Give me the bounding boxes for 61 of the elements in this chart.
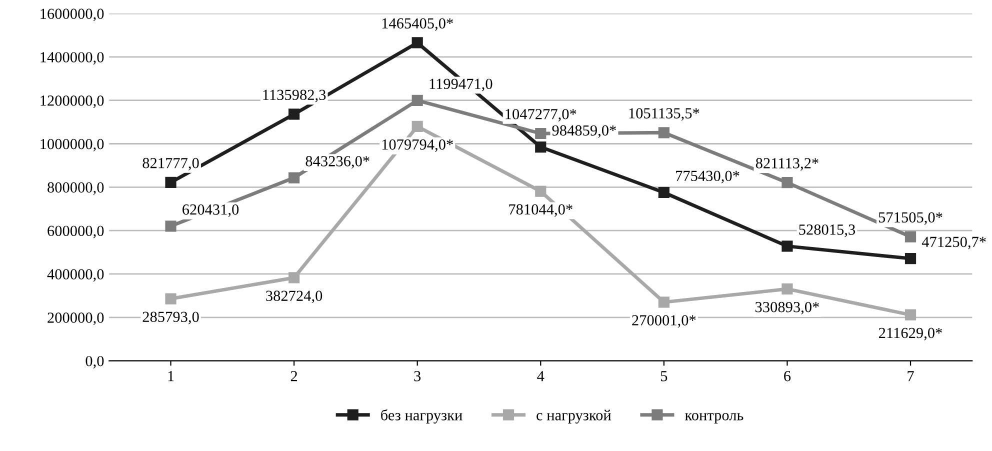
data-label: 285793,0 (142, 312, 199, 324)
point (412, 37, 423, 48)
point (165, 220, 176, 232)
data-label: 471250,7* (922, 236, 986, 250)
point (658, 186, 670, 198)
data-label: 781044,0* (509, 204, 572, 217)
point (904, 252, 916, 264)
data-label: 270001,0* (632, 315, 696, 328)
data-label: 528015,3 (799, 224, 856, 237)
point (165, 293, 176, 304)
legend-label: контроль (684, 413, 744, 424)
data-label: 843236,0* (306, 156, 370, 169)
legend-label: без нагрузки (381, 409, 462, 424)
point (288, 108, 300, 120)
point (535, 128, 546, 140)
point (535, 141, 546, 153)
point (904, 309, 916, 320)
data-label: 1135982,3 (263, 90, 326, 102)
y-tick-label: 1400000,0 (40, 52, 104, 65)
data-label: 620431,0 (182, 204, 239, 217)
point (904, 231, 916, 242)
x-tick-label: 5 (661, 371, 668, 382)
data-label: 382724,0 (266, 290, 322, 304)
data-label: 330893,0* (755, 302, 819, 314)
point (658, 127, 670, 138)
y-tick-label: 800000,0 (48, 182, 104, 195)
point (165, 176, 176, 188)
point (782, 240, 793, 252)
y-tick-label: 400000,0 (47, 269, 104, 282)
point (782, 283, 793, 295)
data-label: 984859,0* (552, 125, 616, 138)
x-tick-label: 4 (537, 371, 544, 382)
point (782, 177, 793, 188)
data-label: 571505,0* (878, 212, 942, 225)
data-label: 821777,0 (142, 158, 199, 170)
y-tick-label: 1600000,0 (40, 8, 104, 22)
x-tick-label: 3 (414, 371, 421, 382)
legend-label: с нагрузкой (536, 410, 612, 424)
data-label: 1465405,0* (382, 18, 453, 31)
point (412, 120, 423, 132)
y-tick-label: 600000,0 (48, 226, 104, 238)
point (288, 172, 300, 184)
point (412, 94, 423, 106)
data-label: 1047277,0* (506, 108, 576, 122)
y-tick-label: 0,0 (86, 356, 104, 368)
data-label: 1079794,0* (382, 139, 453, 152)
point (288, 272, 300, 284)
data-label: 1199471,0 (430, 78, 492, 92)
x-tick-label: 2 (290, 371, 298, 382)
y-tick-label: 200000,0 (48, 312, 104, 326)
point (535, 186, 546, 197)
data-label: 775430,0* (676, 170, 740, 184)
x-tick-label: 7 (908, 371, 914, 382)
x-tick-label: 6 (784, 371, 791, 382)
x-tick-label: 1 (168, 371, 174, 382)
y-tick-label: 1200000,0 (40, 95, 104, 108)
data-label: 1051135,5* (629, 108, 700, 121)
y-tick-label: 1000000,0 (40, 138, 104, 152)
point (658, 296, 670, 308)
data-label: 211629,0* (879, 328, 942, 340)
data-label: 821113,2* (756, 158, 818, 171)
